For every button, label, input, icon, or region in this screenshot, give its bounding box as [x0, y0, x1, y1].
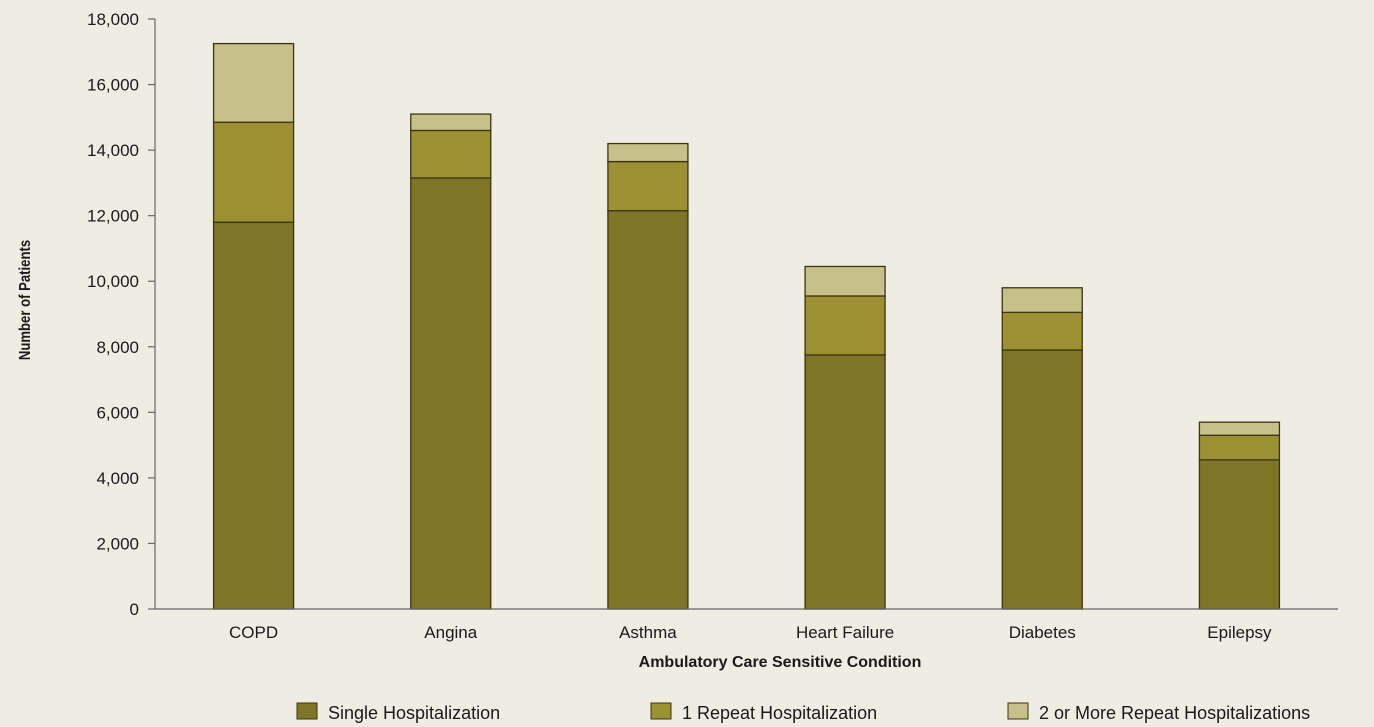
legend-label: 2 or More Repeat Hospitalizations: [1039, 703, 1310, 723]
x-tick-label: Angina: [424, 623, 477, 642]
bar-segment-angina-series-2: [410, 129, 492, 179]
y-tick-label: 2,000: [96, 534, 139, 553]
y-tick-label: 8,000: [96, 338, 139, 357]
bar-segment-heart-failure-series-1: [804, 354, 886, 610]
bar-segment-angina-series-3: [410, 113, 492, 132]
x-tick-label: COPD: [229, 623, 278, 642]
x-tick-label: Epilepsy: [1207, 623, 1272, 642]
bar-segment-heart-failure-series-3: [804, 265, 886, 297]
bar-segment-diabetes-series-3: [1001, 287, 1083, 314]
legend-label: Single Hospitalization: [328, 703, 500, 723]
bar-segment-epilepsy-series-2: [1198, 434, 1281, 461]
y-tick-label: 4,000: [96, 469, 139, 488]
legend-label: 1 Repeat Hospitalization: [682, 703, 877, 723]
bar-segment-copd-series-3: [212, 42, 295, 123]
bar-segment-diabetes-series-2: [1001, 311, 1083, 351]
x-axis: COPD Angina Asthma Heart Failure Diabetes Epi…: [155, 608, 1338, 642]
y-axis: 0 2,000 4,000 6,000 8,000 10,000 12,000 14,000 1…: [87, 10, 156, 619]
y-tick-label: 14,000: [87, 141, 139, 160]
bar-segment-asthma-series-1: [607, 210, 689, 610]
y-tick-label: 18,000: [87, 10, 139, 29]
x-tick-label: Diabetes: [1009, 623, 1076, 642]
x-tick-label: Asthma: [619, 623, 677, 642]
y-tick-label: 10,000: [87, 272, 139, 291]
y-axis-title: Number of Patients: [17, 240, 34, 360]
bar-segment-asthma-series-3: [607, 142, 689, 163]
legend-swatch: [1007, 702, 1029, 720]
y-tick-label: 0: [130, 600, 139, 619]
bar-segment-copd-series-1: [212, 221, 295, 610]
legend-swatch: [650, 702, 672, 720]
bar-segment-epilepsy-series-3: [1198, 421, 1281, 436]
x-tick-label: Heart Failure: [796, 623, 894, 642]
bar-segment-heart-failure-series-2: [804, 295, 886, 356]
y-tick-label: 6,000: [96, 403, 139, 422]
y-tick-label: 12,000: [87, 207, 139, 226]
bars: [212, 42, 1281, 610]
bar-segment-diabetes-series-1: [1001, 349, 1083, 610]
x-axis-title: Ambulatory Care Sensitive Condition: [639, 654, 922, 671]
bar-segment-angina-series-1: [410, 177, 492, 610]
legend-swatch: [296, 702, 318, 720]
legend: Single Hospitalization 1 Repeat Hospitali…: [296, 702, 1310, 723]
bar-segment-epilepsy-series-1: [1198, 459, 1281, 610]
bar-segment-asthma-series-2: [607, 160, 689, 212]
bar-segment-copd-series-2: [212, 121, 295, 223]
y-tick-label: 16,000: [87, 76, 139, 95]
